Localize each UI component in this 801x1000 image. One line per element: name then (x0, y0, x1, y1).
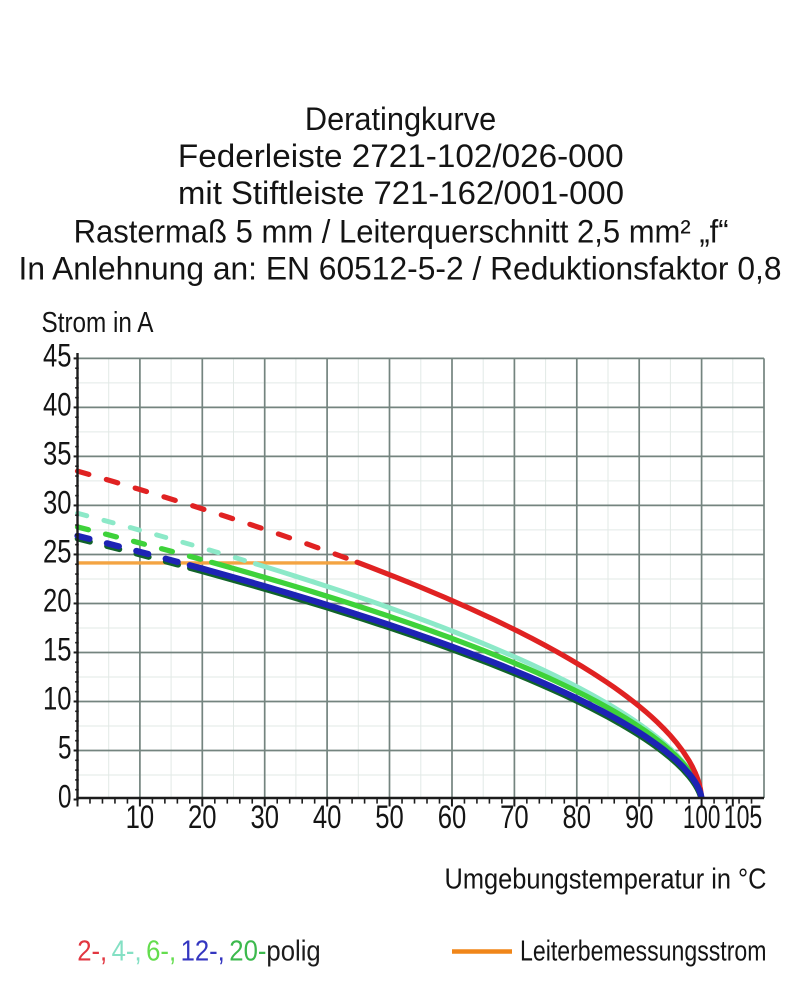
svg-text:Deratingkurve: Deratingkurve (305, 101, 496, 137)
svg-text:40: 40 (313, 799, 342, 835)
svg-text:40: 40 (43, 386, 72, 422)
svg-text:Rastermaß 5 mm / Leiterquersch: Rastermaß 5 mm / Leiterquerschnitt 2,5 m… (74, 214, 729, 250)
svg-text:70: 70 (500, 799, 529, 835)
svg-text:90: 90 (625, 799, 654, 835)
svg-text:50: 50 (375, 799, 404, 835)
svg-text:Umgebungstemperatur in °C: Umgebungstemperatur in °C (445, 864, 767, 896)
svg-text:80: 80 (563, 799, 592, 835)
svg-text:35: 35 (43, 435, 72, 471)
svg-text:15: 15 (43, 632, 72, 668)
svg-text:10: 10 (43, 681, 72, 717)
svg-text:2-, 4-, 6-, 12-, 20-polig: 2-, 4-, 6-, 12-, 20-polig (77, 936, 321, 968)
svg-text:105: 105 (724, 799, 763, 835)
svg-text:Strom in A: Strom in A (42, 307, 155, 339)
svg-text:20: 20 (43, 583, 72, 619)
svg-text:60: 60 (438, 799, 467, 835)
svg-text:30: 30 (250, 799, 279, 835)
svg-text:25: 25 (43, 534, 72, 570)
svg-text:In Anlehnung an: EN 60512-5-2: In Anlehnung an: EN 60512-5-2 / Reduktio… (19, 251, 782, 287)
svg-text:5: 5 (58, 730, 72, 766)
svg-text:mit Stiftleiste 721-162/001-00: mit Stiftleiste 721-162/001-000 (178, 175, 624, 211)
svg-text:0: 0 (58, 779, 72, 815)
svg-text:Leiterbemessungsstrom: Leiterbemessungsstrom (520, 936, 767, 968)
svg-text:10: 10 (126, 799, 155, 835)
svg-text:30: 30 (43, 484, 72, 520)
svg-text:100: 100 (683, 799, 721, 835)
svg-text:20: 20 (188, 799, 217, 835)
svg-text:Federleiste 2721-102/026-000: Federleiste 2721-102/026-000 (178, 138, 624, 174)
svg-text:45: 45 (43, 337, 72, 373)
